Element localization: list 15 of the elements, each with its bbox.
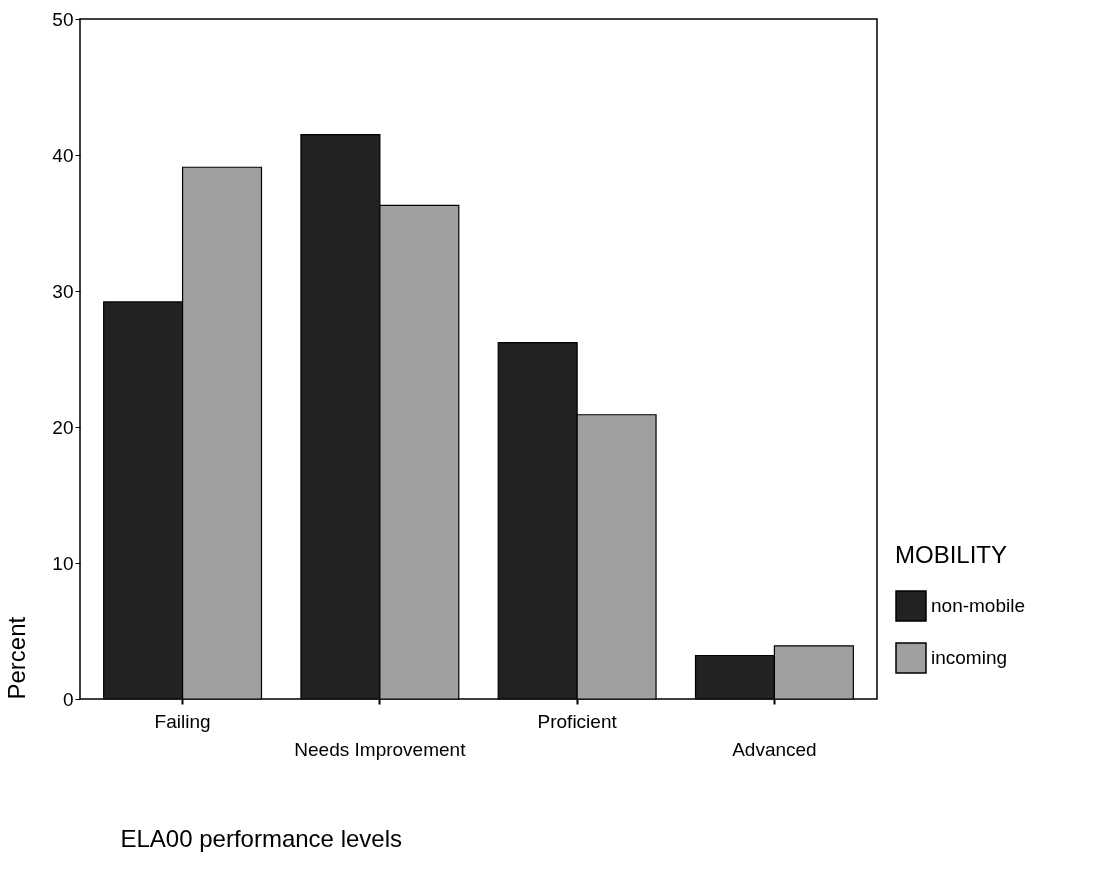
y-tick-label: 0 (62, 688, 74, 710)
x-tick-label: Needs Improvement (294, 738, 467, 760)
x-axis-title: ELA00 performance levels (120, 824, 402, 852)
y-tick-label: 20 (52, 416, 74, 438)
legend-label: incoming (931, 647, 1008, 668)
x-tick-label: Failing (154, 710, 211, 732)
y-tick-label: 30 (52, 280, 74, 302)
legend-title: MOBILITY (895, 541, 1008, 568)
y-tick-label: 50 (52, 8, 74, 30)
legend-label: non-mobile (931, 595, 1025, 616)
x-tick-label: Proficient (537, 710, 618, 732)
y-tick-label: 40 (52, 144, 74, 166)
y-axis-title: Percent (3, 616, 31, 700)
x-tick-label: Advanced (732, 738, 817, 760)
y-tick-label: 10 (52, 552, 74, 574)
